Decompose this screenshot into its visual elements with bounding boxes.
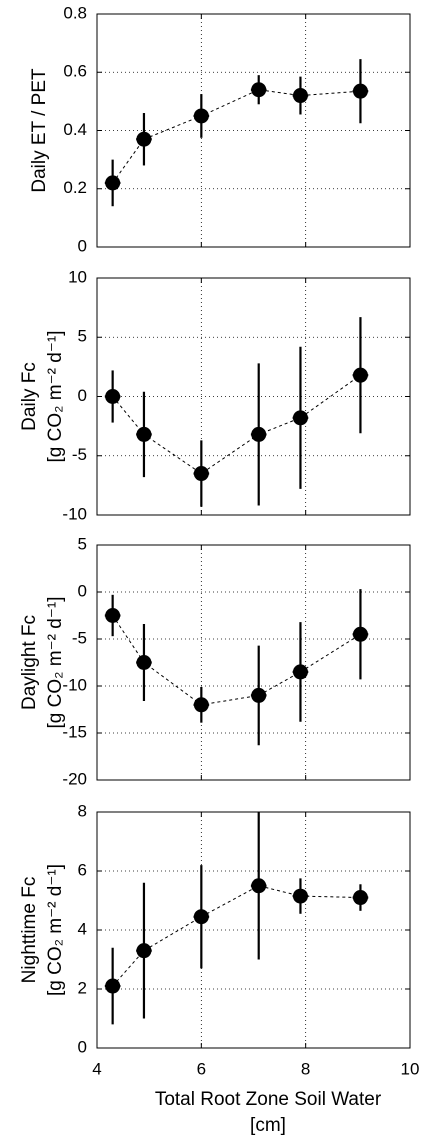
point xyxy=(292,88,308,104)
point xyxy=(136,655,152,670)
y-tick-label: -15 xyxy=(62,722,87,741)
point xyxy=(292,664,308,680)
y-axis-label: [g CO₂ m⁻² d⁻¹] xyxy=(45,597,66,729)
point xyxy=(105,608,121,623)
plot-frame xyxy=(96,13,411,248)
y-tick-label: -10 xyxy=(62,675,87,694)
y-tick-label: 10 xyxy=(68,267,87,286)
point xyxy=(136,426,152,442)
y-tick-label: 5 xyxy=(78,327,87,346)
x-tick-label: 8 xyxy=(301,1059,310,1078)
point xyxy=(352,890,368,906)
connecting-line xyxy=(112,885,361,987)
y-tick-label: 0 xyxy=(78,1037,87,1056)
point xyxy=(352,626,368,642)
y-tick-label: 0 xyxy=(78,581,87,600)
point xyxy=(193,909,209,925)
y-axis-label: Daily Fc xyxy=(19,362,40,431)
connecting-line xyxy=(112,374,361,475)
x-axis-label: Total Root Zone Soil Water xyxy=(155,1089,382,1110)
point xyxy=(105,389,121,404)
y-tick-label: -10 xyxy=(62,504,87,523)
point xyxy=(193,108,209,124)
point xyxy=(105,978,121,994)
point xyxy=(251,82,267,98)
y-axis-label: Daylight Fc xyxy=(19,615,40,710)
point xyxy=(292,888,308,904)
point xyxy=(292,410,308,426)
point xyxy=(105,175,121,191)
point xyxy=(136,943,152,959)
point xyxy=(352,367,368,383)
y-tick-label: -5 xyxy=(72,628,87,647)
plot-frame xyxy=(96,811,411,1049)
point xyxy=(193,697,209,713)
point xyxy=(193,466,209,482)
point xyxy=(136,131,152,147)
y-tick-label: 2 xyxy=(78,978,87,997)
y-axis-label: [g CO₂ m⁻² d⁻¹] xyxy=(45,331,66,463)
y-tick-label: 5 xyxy=(78,534,87,553)
y-tick-label: 4 xyxy=(78,919,87,938)
point xyxy=(251,878,267,894)
x-axis-label: [cm] xyxy=(250,1115,286,1136)
y-tick-label: 0.4 xyxy=(63,120,87,139)
connecting-line xyxy=(112,89,361,184)
y-tick-label: 8 xyxy=(78,801,87,820)
x-tick-label: 6 xyxy=(197,1059,206,1078)
y-axis-label: Daily ET / PET xyxy=(29,68,50,193)
y-tick-label: -5 xyxy=(72,445,87,464)
y-axis-label: [g CO₂ m⁻² d⁻¹] xyxy=(45,864,66,996)
y-tick-label: 0.6 xyxy=(63,62,87,81)
plot-frame xyxy=(96,544,411,781)
point xyxy=(352,83,368,99)
point xyxy=(251,426,267,442)
y-axis-label: Nighttime Fc xyxy=(19,877,40,984)
y-tick-label: 0 xyxy=(78,236,87,255)
y-tick-label: 6 xyxy=(78,860,87,879)
connecting-line xyxy=(112,615,361,706)
plot-frame xyxy=(96,277,411,516)
y-tick-label: 0 xyxy=(78,386,87,405)
y-tick-label: 0.2 xyxy=(63,178,87,197)
x-tick-label: 4 xyxy=(92,1059,101,1078)
point xyxy=(251,687,267,703)
y-tick-label: 0.8 xyxy=(63,3,87,22)
y-tick-label: -20 xyxy=(62,769,87,788)
x-tick-label: 10 xyxy=(401,1059,420,1078)
